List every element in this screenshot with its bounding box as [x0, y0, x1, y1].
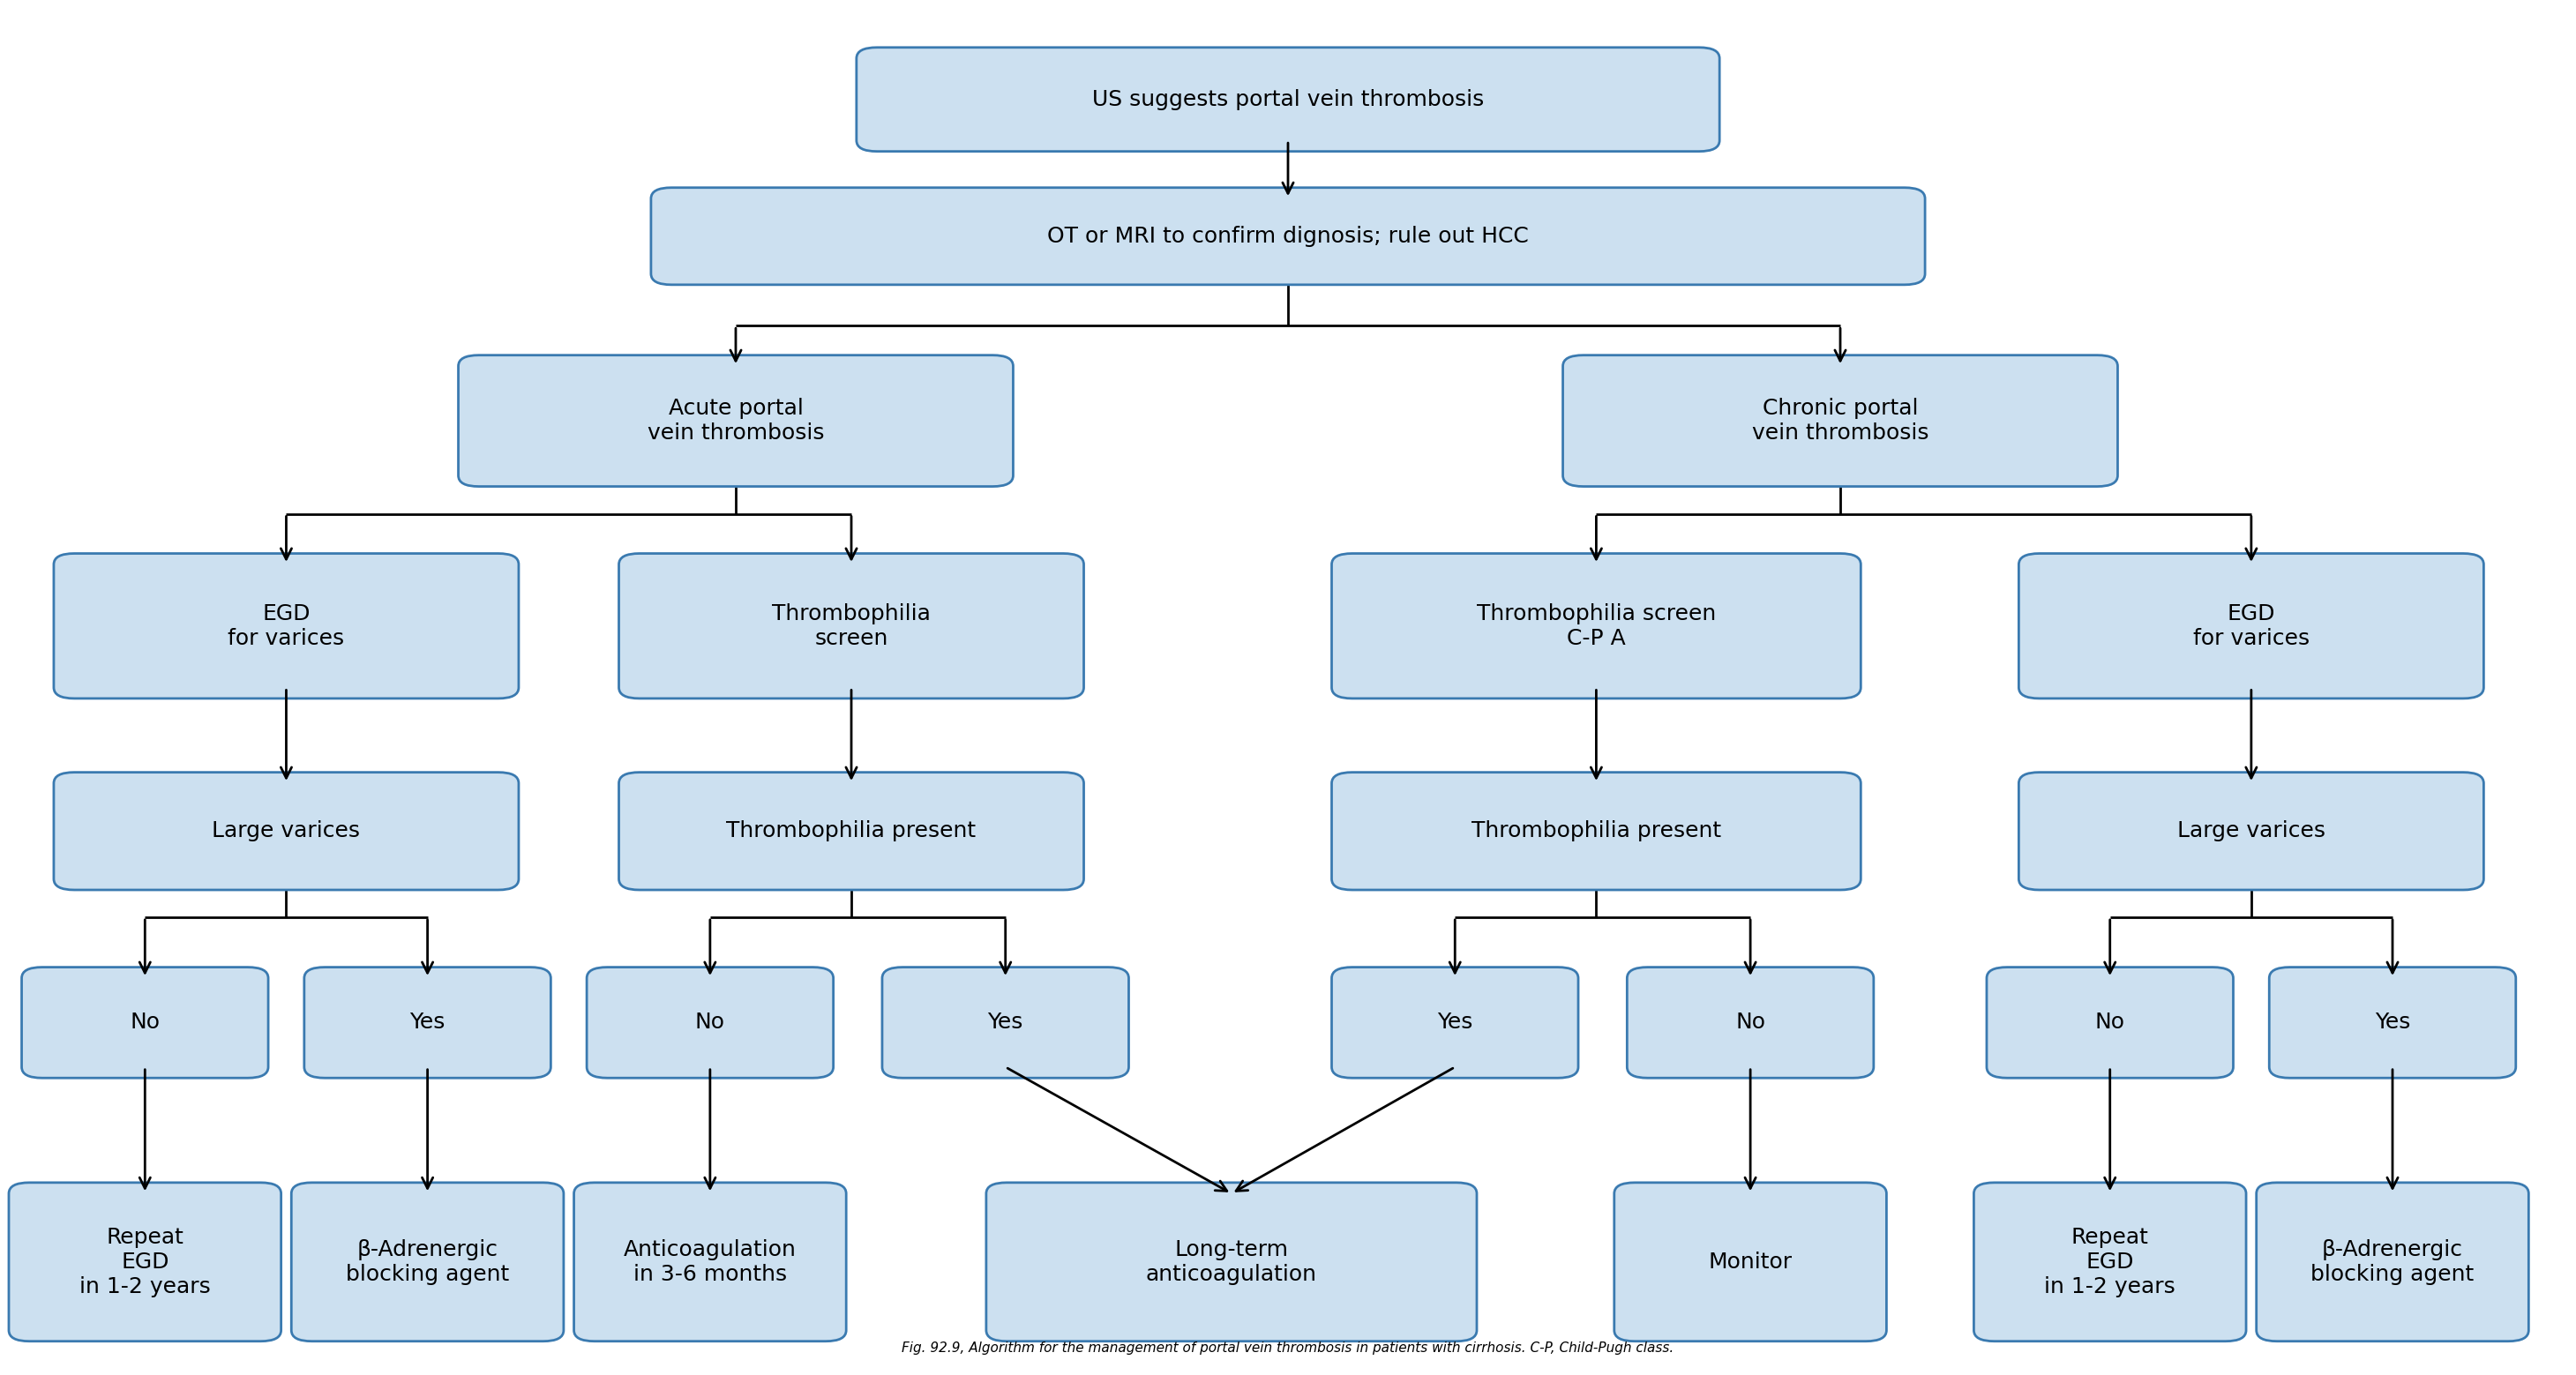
- FancyBboxPatch shape: [1973, 1182, 2246, 1341]
- FancyBboxPatch shape: [21, 967, 268, 1078]
- FancyBboxPatch shape: [618, 554, 1084, 698]
- FancyBboxPatch shape: [54, 773, 518, 890]
- Text: EGD
for varices: EGD for varices: [2192, 604, 2311, 649]
- Text: Yes: Yes: [410, 1012, 446, 1033]
- Text: No: No: [2094, 1012, 2125, 1033]
- FancyBboxPatch shape: [1986, 967, 2233, 1078]
- FancyBboxPatch shape: [1332, 967, 1579, 1078]
- Text: β-Adrenergic
blocking agent: β-Adrenergic blocking agent: [2311, 1239, 2473, 1284]
- Text: No: No: [129, 1012, 160, 1033]
- FancyBboxPatch shape: [1332, 554, 1860, 698]
- Text: Anticoagulation
in 3-6 months: Anticoagulation in 3-6 months: [623, 1239, 796, 1284]
- Text: Yes: Yes: [2375, 1012, 2411, 1033]
- Text: EGD
for varices: EGD for varices: [227, 604, 345, 649]
- Text: Thrombophilia present: Thrombophilia present: [726, 821, 976, 842]
- Text: Long-term
anticoagulation: Long-term anticoagulation: [1146, 1239, 1316, 1284]
- FancyBboxPatch shape: [304, 967, 551, 1078]
- FancyBboxPatch shape: [291, 1182, 564, 1341]
- Text: Large varices: Large varices: [211, 821, 361, 842]
- Text: β-Adrenergic
blocking agent: β-Adrenergic blocking agent: [345, 1239, 510, 1284]
- FancyBboxPatch shape: [855, 48, 1721, 151]
- FancyBboxPatch shape: [574, 1182, 845, 1341]
- FancyBboxPatch shape: [2020, 554, 2483, 698]
- Text: Monitor: Monitor: [1708, 1251, 1793, 1272]
- FancyBboxPatch shape: [1615, 1182, 1886, 1341]
- FancyBboxPatch shape: [587, 967, 835, 1078]
- FancyBboxPatch shape: [2269, 967, 2517, 1078]
- Text: Large varices: Large varices: [2177, 821, 2326, 842]
- FancyBboxPatch shape: [1628, 967, 1873, 1078]
- Text: US suggests portal vein thrombosis: US suggests portal vein thrombosis: [1092, 89, 1484, 110]
- Text: Thrombophilia present: Thrombophilia present: [1471, 821, 1721, 842]
- Text: No: No: [1736, 1012, 1765, 1033]
- Text: Chronic portal
vein thrombosis: Chronic portal vein thrombosis: [1752, 397, 1929, 444]
- Text: Yes: Yes: [987, 1012, 1023, 1033]
- FancyBboxPatch shape: [881, 967, 1128, 1078]
- Text: Thrombophilia screen
C-P A: Thrombophilia screen C-P A: [1476, 604, 1716, 649]
- FancyBboxPatch shape: [1332, 773, 1860, 890]
- Text: No: No: [696, 1012, 724, 1033]
- FancyBboxPatch shape: [8, 1182, 281, 1341]
- FancyBboxPatch shape: [987, 1182, 1476, 1341]
- FancyBboxPatch shape: [54, 554, 518, 698]
- Text: Repeat
EGD
in 1-2 years: Repeat EGD in 1-2 years: [2045, 1226, 2177, 1297]
- Text: Acute portal
vein thrombosis: Acute portal vein thrombosis: [647, 397, 824, 444]
- Text: Repeat
EGD
in 1-2 years: Repeat EGD in 1-2 years: [80, 1226, 211, 1297]
- Text: Fig. 92.9, Algorithm for the management of portal vein thrombosis in patients wi: Fig. 92.9, Algorithm for the management …: [902, 1342, 1674, 1354]
- Text: Yes: Yes: [1437, 1012, 1473, 1033]
- FancyBboxPatch shape: [2020, 773, 2483, 890]
- FancyBboxPatch shape: [1564, 355, 2117, 487]
- FancyBboxPatch shape: [618, 773, 1084, 890]
- Text: OT or MRI to confirm dignosis; rule out HCC: OT or MRI to confirm dignosis; rule out …: [1048, 226, 1528, 246]
- FancyBboxPatch shape: [459, 355, 1012, 487]
- FancyBboxPatch shape: [2257, 1182, 2530, 1341]
- Text: Thrombophilia
screen: Thrombophilia screen: [773, 604, 930, 649]
- FancyBboxPatch shape: [652, 187, 1924, 285]
